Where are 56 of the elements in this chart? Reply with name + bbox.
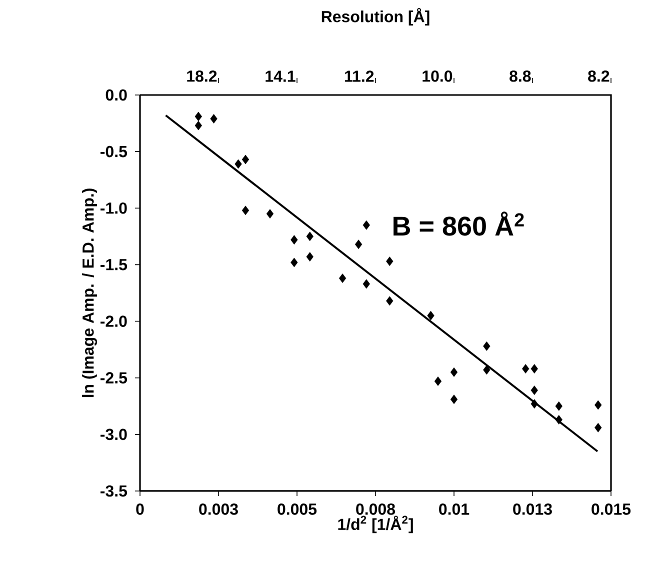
point — [434, 376, 442, 386]
y-tick-label: 0.0 — [106, 89, 127, 101]
point — [483, 341, 490, 351]
point — [530, 399, 538, 409]
x2-axis-title: Resolution [Å] — [322, 8, 430, 26]
annotation: B = 860 Å$^{2}$ — [394, 212, 524, 236]
text: 11.2 — [345, 70, 374, 82]
point — [210, 114, 218, 124]
point — [354, 240, 362, 250]
y-tick-label: -1.5 — [100, 259, 128, 270]
text: 14.1 — [266, 70, 296, 82]
x-tick-label: 0.013 — [513, 504, 552, 515]
point — [306, 252, 314, 262]
point — [530, 386, 538, 395]
point — [594, 400, 602, 410]
point — [194, 112, 202, 122]
point — [555, 415, 562, 424]
point — [242, 206, 250, 216]
point — [290, 258, 298, 268]
point — [450, 394, 458, 404]
point — [266, 209, 274, 218]
x-axis-title: 1/d$^{2}$ [1/Å$^{2}$] — [338, 516, 413, 534]
x-tick-label: 0.015 — [592, 504, 631, 515]
y-axis-title: ln (Image Amp. / E.D. Amp.) — [82, 188, 98, 398]
point — [427, 310, 434, 320]
point — [386, 256, 394, 266]
point — [386, 296, 394, 306]
point — [362, 220, 370, 230]
point — [522, 364, 530, 374]
x-tick-label: 0.003 — [199, 504, 238, 515]
point — [234, 159, 242, 169]
point — [290, 235, 298, 245]
y-tick-label: -1.0 — [100, 202, 127, 214]
point — [362, 279, 370, 289]
y-tick-label: -2.0 — [100, 316, 127, 327]
x-tick-label: 0 — [136, 504, 144, 515]
point — [450, 367, 458, 377]
text: 8.2 — [588, 70, 610, 82]
text: 10.0 — [422, 70, 452, 82]
y-tick-label: -3.5 — [100, 485, 128, 497]
x-tick-label: 0.008 — [356, 504, 396, 515]
point — [338, 274, 346, 283]
point — [555, 401, 562, 411]
point — [306, 232, 314, 242]
x-tick-label: 0.01 — [439, 504, 470, 515]
x-tick-label: 0.005 — [278, 504, 317, 515]
y-tick-label: -2.5 — [100, 372, 128, 384]
y-tick-label: -3.0 — [100, 428, 127, 440]
text: 8.8 — [510, 70, 531, 82]
point — [242, 154, 250, 164]
point — [483, 365, 490, 375]
text: 18.2 — [187, 70, 217, 82]
point — [194, 120, 202, 130]
y-tick-label: -0.5 — [100, 146, 128, 158]
point — [594, 422, 602, 432]
point — [530, 364, 538, 374]
